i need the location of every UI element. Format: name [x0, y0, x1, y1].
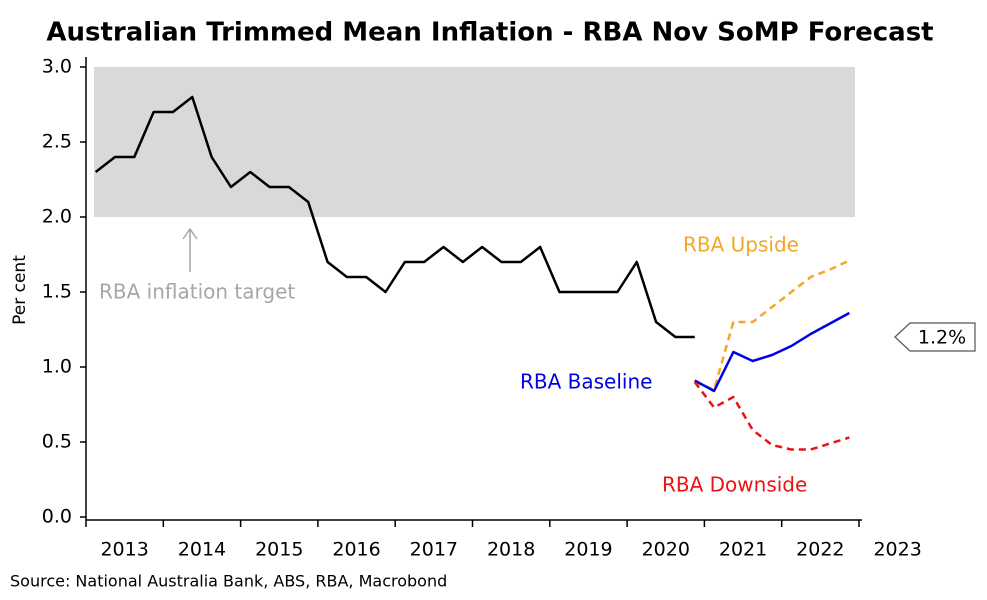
x-tick-label: 2019 — [564, 539, 612, 561]
band-label: RBA inflation target — [99, 280, 295, 304]
series-line — [94, 95, 695, 339]
target-band — [94, 67, 855, 217]
band-arrow-head — [182, 227, 198, 240]
chart-title: Australian Trimmed Mean Inflation - RBA … — [46, 18, 933, 48]
y-axis-label: Per cent — [10, 255, 30, 325]
x-tick-label: 2013 — [100, 539, 148, 561]
value-tag-label: 1.2% — [918, 327, 966, 349]
x-tick-label: 2015 — [255, 539, 303, 561]
y-tick-label: 1.5 — [42, 281, 72, 303]
x-tick-label: 2022 — [796, 539, 844, 561]
x-tick-label: 2018 — [487, 539, 535, 561]
x-tick-label: 2023 — [873, 539, 921, 561]
x-tick-label: 2020 — [642, 539, 690, 561]
series-label: RBA Downside — [662, 473, 807, 497]
y-tick-label: 0.0 — [42, 506, 72, 528]
x-tick-label: 2016 — [332, 539, 380, 561]
series-label: RBA Upside — [683, 233, 799, 257]
series-line — [694, 311, 850, 393]
y-tick-label: 0.5 — [42, 431, 72, 453]
y-tick-label: 2.5 — [42, 131, 72, 153]
x-tick-label: 2017 — [410, 539, 458, 561]
x-tick-label: 2021 — [719, 539, 767, 561]
y-tick-label: 1.0 — [42, 356, 72, 378]
y-tick-label: 2.0 — [42, 206, 72, 228]
series-line — [693, 381, 850, 451]
series-line — [694, 259, 850, 391]
source: Source: National Australia Bank, ABS, RB… — [10, 572, 447, 591]
x-tick-label: 2014 — [178, 539, 226, 561]
y-tick-label: 3.0 — [42, 56, 72, 78]
series-label: RBA Baseline — [520, 370, 652, 394]
value-tag — [894, 322, 976, 352]
